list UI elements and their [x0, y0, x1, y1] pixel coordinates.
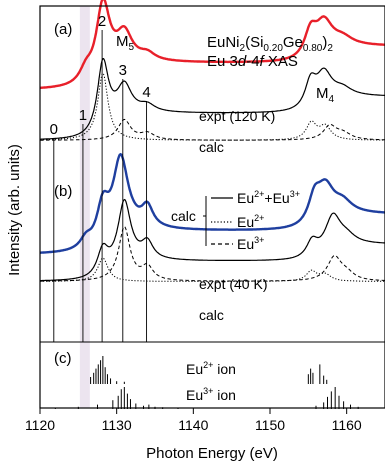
x-axis-label: Photon Energy (eV) — [146, 445, 278, 462]
x-tick-label: 1120 — [25, 417, 55, 433]
series-line — [40, 152, 385, 254]
panel-a-label: (a) — [54, 21, 72, 38]
x-tick-label: 1130 — [102, 417, 132, 433]
x-tick-label: 1160 — [332, 417, 362, 433]
y-axis-label: Intensity (arb. units) — [6, 144, 23, 276]
x-tick-label: 1140 — [178, 417, 208, 433]
marker-label: 4 — [142, 84, 150, 101]
marker-lines: 0 1 2 34 — [50, 13, 151, 342]
chart-title-line2: Eu 3d-4f XAS — [207, 53, 298, 70]
series-line — [40, 57, 385, 140]
marker-label: 2 — [98, 13, 106, 30]
series-line — [40, 72, 385, 141]
panel-b-label: (b) — [54, 183, 72, 200]
chart-title-line1: EuNi2(Si0.20Ge0.80)2 — [207, 34, 333, 54]
edge-m5-label: M5 — [116, 33, 135, 53]
marker-label: 0 — [50, 121, 58, 138]
series-line — [40, 198, 385, 282]
series-label-calc-a: calc — [199, 139, 224, 155]
series-label-expt-b: expt (40 K) — [199, 276, 267, 292]
legend-item-1: Eu2++Eu3+ — [237, 189, 300, 206]
x-ticks: 1120 1130 1140 1150 1160 — [25, 408, 362, 433]
ion-label-eu2: Eu2+ ion — [186, 360, 236, 377]
spectra-curves — [40, 0, 385, 282]
series-line — [40, 0, 385, 89]
shaded-band — [79, 6, 90, 408]
plot-frame — [39, 5, 385, 409]
edge-m4-label: M4 — [316, 85, 335, 105]
series-label-expt-a: expt (120 K) — [199, 108, 275, 124]
panel-c-label: (c) — [54, 350, 72, 367]
x-tick-label: 1150 — [255, 417, 285, 433]
legend: calc Eu2++Eu3+ Eu2+ Eu3+ — [171, 189, 300, 252]
marker-label: 3 — [119, 62, 127, 79]
legend-item-3: Eu3+ — [237, 235, 264, 252]
series-line — [40, 225, 385, 282]
marker-label: 1 — [79, 107, 87, 124]
ion-label-eu3: Eu3+ ion — [186, 386, 236, 403]
legend-item-2: Eu2+ — [237, 213, 264, 230]
legend-title: calc — [171, 208, 196, 224]
series-label-calc-b: calc — [199, 307, 224, 323]
series-line — [40, 118, 385, 141]
